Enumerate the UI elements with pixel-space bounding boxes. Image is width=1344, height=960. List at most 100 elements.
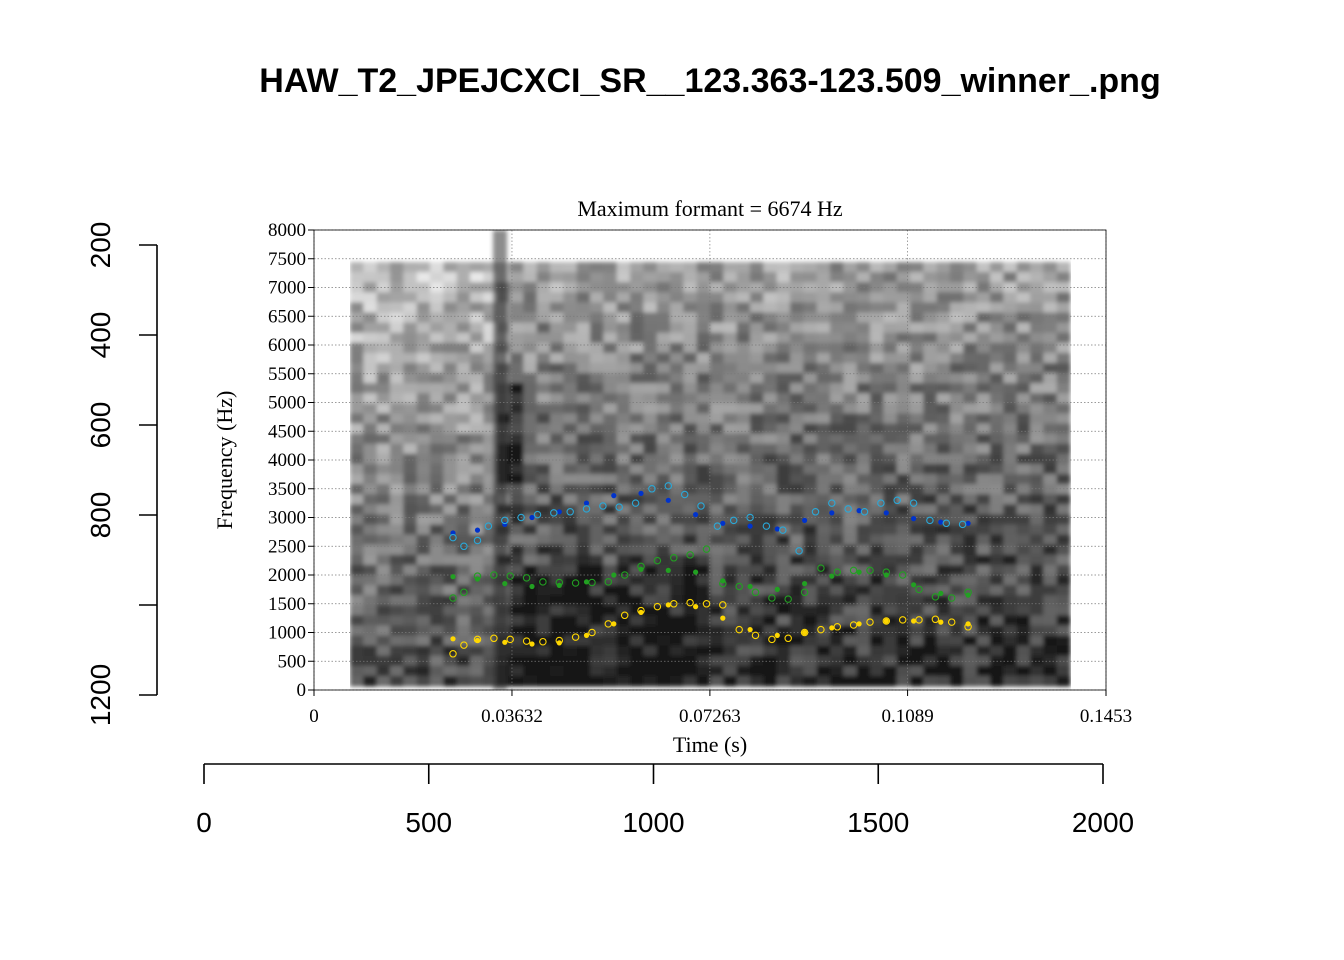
spectrogram-cell [803,453,818,465]
spectrogram-cell [683,605,698,616]
spectrogram-cell [750,373,764,384]
formant-point [583,579,590,585]
spectrogram-cell [376,463,391,475]
spectrogram-cell [1043,615,1058,626]
spectrogram-cell [603,433,618,445]
spectrogram-cell [750,443,764,455]
spectrogram-cell [563,363,578,374]
spectrogram-cell [590,474,604,485]
spectrogram-cell [710,352,724,364]
spectrogram-cell [830,463,844,475]
spectrogram-cell [936,302,951,314]
spectrogram-cell [616,272,631,283]
spectrogram-cell [603,554,618,566]
spectrogram-cell [576,675,591,687]
spectrogram-cell [1056,393,1071,404]
spectrogram-cell [1016,433,1031,445]
spectrogram-cell [923,312,938,324]
spectrogram-cell [656,474,671,485]
spectrogram-cell [643,575,658,586]
spectrogram-cell [723,302,738,314]
spectrogram-cell [363,383,378,394]
spectrogram-cell [616,595,631,606]
spectrogram-cell [910,534,924,546]
spectrogram-cell [1016,262,1031,273]
spectrogram-cell [616,575,631,586]
spectrogram-cell [643,393,658,404]
spectrogram-cell [350,625,364,637]
spectrogram-cell [883,605,898,616]
spectrogram-cell [843,645,858,657]
spectrogram-cell [910,504,924,515]
spectrogram-cell [776,504,791,515]
spectrogram-cell [1030,514,1044,526]
spectrogram-cell [510,383,524,394]
spectrogram-cell [510,494,524,505]
spectrogram-cell [390,575,404,586]
spectrogram-cell [416,625,431,637]
spectrogram-cell [550,292,564,303]
spectrogram-cell [1043,383,1058,394]
spectrogram-cell [950,292,964,303]
spectrogram-cell [976,564,991,576]
spectrogram-cell [790,494,804,505]
spectrogram-cell [736,453,751,465]
spectrogram-cell [790,585,804,596]
spectrogram-cell [1016,292,1031,303]
spectrogram-cell [390,595,404,606]
spectrogram-cell [443,373,458,384]
spectrogram-cell [1016,605,1031,616]
formant-point [800,588,809,597]
formant-point [747,523,753,529]
y-axis-label: Frequency (Hz) [212,391,237,530]
spectrogram-cell [936,423,951,435]
spectrogram-cell [870,474,884,485]
spectrogram-cell [843,534,858,546]
spectrogram-cell [416,665,431,677]
spectrogram-cell [403,373,418,384]
spectrogram-cell [1003,453,1018,465]
spectrogram-cell [590,665,604,677]
spectrogram-cell [776,312,791,324]
spectrogram-cell [763,635,778,647]
spectrogram-cell [870,332,884,344]
spectrogram-cell [536,484,551,495]
spectrogram-cell [630,484,644,495]
spectrogram-cell [390,383,404,394]
spectrogram-cell [896,665,911,677]
spectrogram-cell [430,615,444,626]
spectrogram-cell [723,504,738,515]
spectrogram-cell [376,443,391,455]
formant-point [539,578,547,586]
spectrogram-cell [430,494,444,505]
spectrogram-cell [816,423,831,435]
spectrogram-cell [870,544,884,556]
spectrogram-cell [550,484,564,495]
spectrogram-cell [990,474,1004,485]
spectrogram-cell [670,312,684,324]
spectrogram-cell [776,474,791,485]
spectrogram-cell [670,595,684,606]
spectrogram-cell [430,322,444,334]
spectrogram-cell [616,615,631,626]
spectrogram-cell [576,534,591,546]
spectrogram-cell [536,383,551,394]
spectrogram-cell [990,625,1004,637]
spectrogram-cell [963,453,978,465]
spectrogram-cell [816,342,831,354]
spectrogram-cell [963,393,978,404]
spectrogram-cell [816,494,831,505]
spectrogram-cell [603,322,618,334]
spectrogram-cell [1003,433,1018,445]
spectrogram-cell [376,645,391,657]
spectrogram-cell [710,524,724,536]
spectrogram-cell [696,383,711,394]
spectrogram-cell [790,575,804,586]
spectrogram-cell [856,524,871,536]
spectrogram-cell [616,352,631,364]
spectrogram-cell [790,322,804,334]
spectrogram-cell [616,655,631,667]
spectrogram-cell [923,342,938,354]
spectrogram-cell [750,635,764,647]
x-tick-label: 0.1453 [1080,706,1132,727]
